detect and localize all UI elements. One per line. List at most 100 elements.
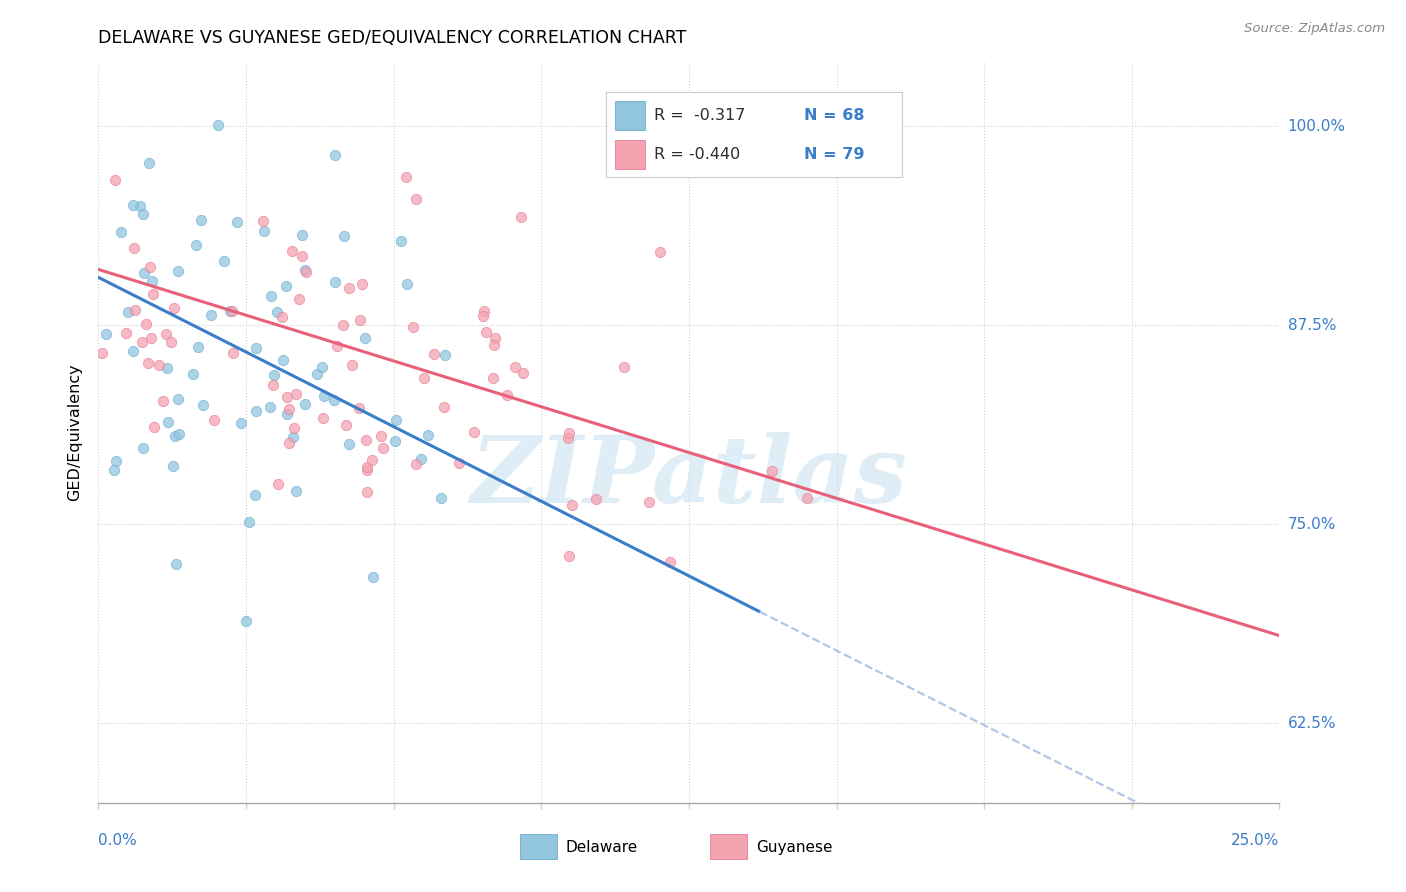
Point [266,305,288,319]
Point [472,304,495,318]
Point [385,413,408,427]
Point [354,331,377,345]
Point [190,213,212,227]
Point [104,173,127,187]
Point [181,367,204,381]
Point [226,215,249,229]
Point [471,309,494,323]
Point [349,313,371,327]
Point [263,368,285,383]
Point [229,416,252,430]
Text: 87.5%: 87.5% [1288,318,1336,333]
Point [332,318,354,332]
Point [163,301,186,315]
Point [354,434,377,448]
Text: 75.0%: 75.0% [1288,516,1336,532]
Point [184,237,207,252]
Point [323,148,346,162]
Point [613,360,636,375]
Point [281,430,304,444]
Point [285,387,308,401]
Point [356,459,378,474]
Point [103,463,125,477]
Point [409,451,432,466]
Point [285,484,308,499]
Point [433,401,456,415]
Point [124,302,146,317]
Text: N = 79: N = 79 [804,146,865,161]
Point [481,371,503,385]
Point [585,491,607,506]
Text: 62.5%: 62.5% [1288,715,1336,731]
Y-axis label: GED/Equivalency: GED/Equivalency [67,364,83,501]
Text: 0.0%: 0.0% [98,833,138,848]
Point [267,477,290,491]
Point [122,344,145,359]
Point [219,303,242,318]
Point [276,407,298,421]
Point [131,207,153,221]
Point [342,358,364,372]
Point [658,555,681,569]
Point [121,198,143,212]
Point [311,411,333,425]
Text: 100.0%: 100.0% [1288,119,1346,134]
Point [273,352,295,367]
Text: R = -0.440: R = -0.440 [654,146,740,161]
Point [91,345,114,359]
Point [402,320,425,334]
Point [238,516,260,530]
Point [314,389,336,403]
Text: R =  -0.317: R = -0.317 [654,108,745,122]
Point [291,227,314,242]
Point [277,435,299,450]
Point [235,614,257,628]
Point [212,254,235,268]
Point [200,308,222,322]
Point [561,498,583,512]
Point [496,388,519,402]
Point [135,318,157,332]
Point [110,226,132,240]
Point [557,431,579,445]
Point [136,356,159,370]
Point [796,491,818,506]
Point [287,292,309,306]
Point [352,277,374,291]
Point [167,264,190,278]
Point [139,331,162,345]
Point [281,244,304,259]
Point [283,421,305,435]
Point [94,326,117,341]
Bar [614,140,644,169]
Point [326,338,349,352]
Point [413,371,436,385]
Point [222,345,245,359]
Text: Delaware: Delaware [565,840,637,855]
Point [503,360,526,375]
Text: N = 68: N = 68 [804,108,865,122]
Point [449,456,471,470]
Point [277,401,299,416]
Point [335,418,357,433]
Point [131,335,153,350]
Point [305,367,328,381]
Point [262,377,284,392]
Point [124,241,146,255]
Point [475,326,498,340]
Point [259,401,281,415]
Point [323,275,346,289]
Point [512,367,534,381]
Point [510,210,533,224]
Point [429,491,451,505]
Point [117,304,139,318]
Point [291,248,314,262]
Point [482,338,505,352]
Point [132,441,155,455]
Point [337,280,360,294]
Point [142,287,165,301]
Point [347,401,370,415]
Point [253,224,276,238]
Point [141,274,163,288]
Point [650,244,672,259]
